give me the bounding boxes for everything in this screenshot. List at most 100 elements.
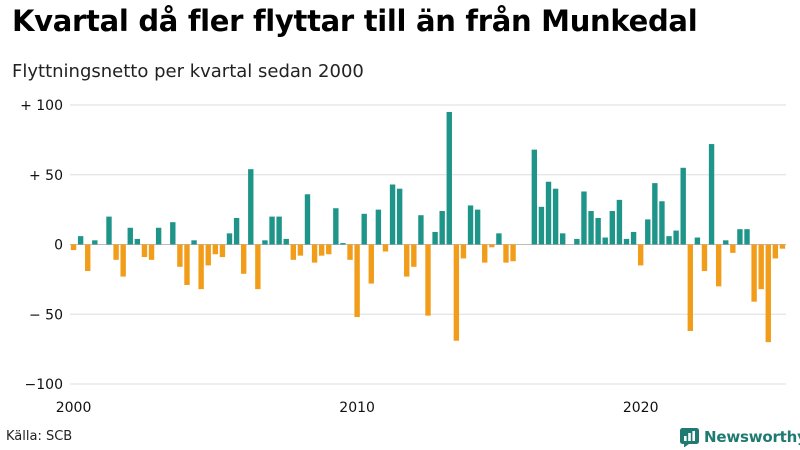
bar	[85, 244, 91, 271]
bar	[652, 183, 658, 245]
bar	[531, 149, 538, 245]
bar	[609, 211, 616, 245]
bar	[184, 244, 190, 285]
y-tick-label: −100	[25, 377, 63, 393]
bar	[432, 231, 438, 245]
bar	[120, 244, 126, 277]
bar	[446, 111, 452, 245]
bar	[134, 238, 141, 245]
bar	[680, 167, 686, 245]
y-tick-label: 0	[54, 238, 63, 254]
bar	[489, 244, 495, 248]
bar	[233, 218, 240, 245]
bar	[616, 199, 623, 245]
bar	[538, 206, 545, 245]
bar	[659, 201, 665, 245]
bar	[623, 238, 630, 245]
bar	[723, 240, 729, 245]
bar	[637, 244, 644, 266]
bar	[191, 240, 197, 245]
bar	[560, 233, 566, 245]
bar	[482, 244, 488, 263]
bar	[708, 144, 715, 245]
bar	[552, 188, 559, 245]
bar	[77, 236, 84, 245]
bar	[496, 233, 502, 245]
bar	[375, 209, 382, 245]
y-tick-label: − 50	[29, 307, 63, 323]
bar	[439, 211, 445, 245]
bar	[404, 244, 410, 277]
bar	[411, 244, 417, 267]
bar	[148, 244, 155, 260]
bar	[276, 216, 282, 245]
bar	[730, 244, 736, 253]
bar	[198, 244, 204, 290]
bar	[226, 233, 233, 245]
bar	[666, 236, 672, 245]
bar	[240, 244, 247, 274]
bar	[127, 227, 133, 245]
bar	[418, 215, 424, 245]
bar	[333, 208, 339, 245]
bar	[262, 240, 268, 245]
bar	[70, 244, 77, 251]
bar	[219, 244, 226, 258]
bar	[779, 244, 786, 249]
bars	[70, 111, 786, 343]
bar	[304, 194, 311, 245]
bar	[113, 244, 119, 260]
bar	[170, 222, 176, 245]
bar	[694, 237, 701, 245]
bar	[574, 238, 580, 245]
bar	[460, 244, 467, 259]
bar	[340, 243, 346, 245]
bar	[177, 244, 183, 267]
bar	[673, 230, 679, 245]
bar	[141, 244, 148, 258]
source-label: Källa: SCB	[6, 429, 73, 444]
brand-name: Newsworthy	[704, 428, 800, 446]
x-axis-labels: 2000 2010 2020	[56, 400, 659, 416]
bar	[765, 244, 771, 343]
chart-title: Kvartal då fler flyttar till än från Mun…	[12, 4, 698, 38]
bar	[701, 244, 708, 271]
x-tick-label: 2020	[623, 400, 659, 416]
bar	[269, 216, 275, 245]
y-tick-label: + 100	[20, 98, 63, 114]
bar	[354, 244, 360, 318]
bar-chart: + 100 + 50 0 − 50 −100 2000 2010 2020	[20, 98, 786, 416]
bar	[368, 244, 374, 284]
bar	[751, 244, 757, 302]
y-tick-label: + 50	[29, 168, 63, 184]
bar-chart-logo-icon	[680, 427, 699, 447]
bar	[326, 244, 332, 255]
bar	[602, 237, 608, 245]
bar	[510, 244, 516, 262]
bar	[467, 205, 474, 245]
bar	[772, 244, 779, 259]
bar	[255, 244, 261, 290]
gridlines	[70, 104, 786, 385]
bar	[474, 209, 481, 245]
y-axis-labels: + 100 + 50 0 − 50 −100	[20, 98, 63, 393]
bar	[687, 244, 693, 331]
bar	[581, 191, 587, 245]
bar	[248, 169, 254, 245]
bar	[737, 229, 743, 245]
bar	[318, 244, 325, 256]
bar	[588, 211, 594, 245]
bar	[396, 188, 403, 245]
bar	[297, 244, 304, 256]
bar	[453, 244, 460, 341]
bar	[290, 244, 296, 260]
bar	[155, 227, 162, 245]
bar	[205, 244, 211, 266]
bar	[347, 244, 353, 260]
x-tick-label: 2010	[339, 400, 375, 416]
bar	[503, 244, 509, 263]
bar	[382, 244, 389, 252]
bar	[715, 244, 722, 287]
bar	[311, 244, 318, 263]
newsworthy-logo[interactable]: Newsworthy	[680, 426, 800, 448]
